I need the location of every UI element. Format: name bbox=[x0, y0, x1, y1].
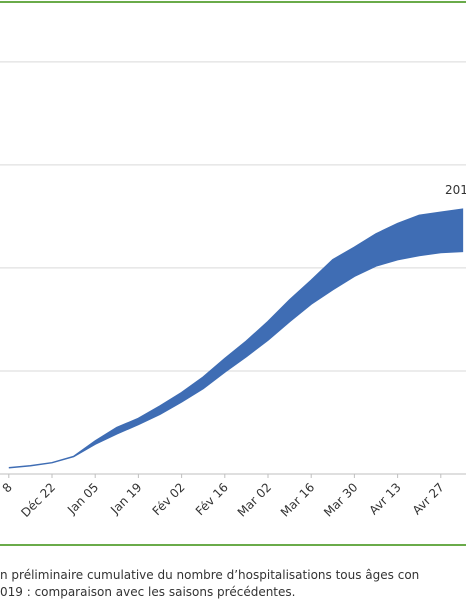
x-tick-label: Fév 16 bbox=[193, 480, 231, 518]
x-tick-label: Avr 13 bbox=[367, 480, 404, 517]
x-tick-label: Fév 02 bbox=[150, 480, 188, 518]
x-tick-label: Jan 19 bbox=[107, 480, 144, 517]
caption-line: n préliminaire cumulative du nombre d’ho… bbox=[0, 568, 419, 582]
caption-line: 019 : comparaison avec les saisons précé… bbox=[0, 585, 295, 599]
x-tick-label: Jan 05 bbox=[64, 480, 101, 517]
x-tick-label: Mar 16 bbox=[278, 480, 317, 519]
annotation: 201 bbox=[445, 183, 466, 197]
x-tick-label: Mar 02 bbox=[235, 480, 274, 519]
x-tick-label: Mar 30 bbox=[321, 480, 360, 519]
range-band bbox=[8, 208, 464, 469]
x-tick-label: Avr 27 bbox=[410, 480, 447, 517]
x-tick-label: Déc 22 bbox=[18, 480, 58, 520]
x-tick-label: 8 bbox=[0, 480, 15, 495]
